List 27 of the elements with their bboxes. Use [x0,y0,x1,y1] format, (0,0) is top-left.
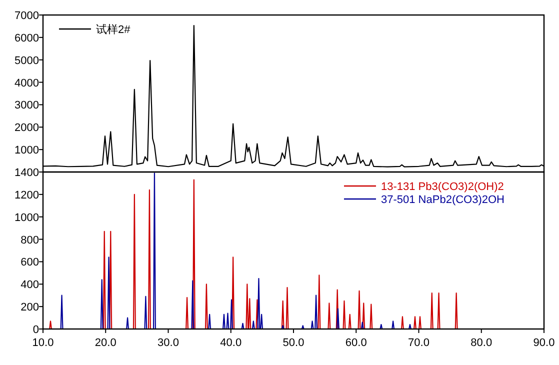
y-tick-label: 800 [20,234,39,246]
y-tick-label: 600 [20,256,39,269]
legend-label: 试样2# [96,23,132,36]
x-tick-label: 40.0 [220,337,242,349]
y-tick-label: 1000 [14,144,39,157]
legend-label: 13-131 Pb3(CO3)2(OH)2 [381,181,504,193]
x-tick-label: 90.0 [533,337,555,349]
y-tick-label: 5000 [14,54,39,67]
y-tick-label: 1000 [14,212,39,224]
y-tick-label: 4000 [14,77,39,90]
x-tick-label: 20.0 [94,337,116,349]
x-tick-label: 30.0 [158,337,179,349]
x-tick-label: 10.0 [32,337,54,349]
y-tick-label: 200 [20,302,39,314]
y-tick-label: 6000 [14,32,39,44]
y-tick-label: 2000 [14,122,39,134]
x-tick-label: 70.0 [408,337,430,349]
y-tick-label: 1200 [14,189,39,202]
y-tick-label: 7000 [14,10,39,22]
y-tick-label: 0 [32,324,39,336]
x-tick-label: 50.0 [282,337,304,349]
x-tick-label: 80.0 [470,337,492,349]
legend-label: 37-501 NaPb2(CO3)2OH [381,194,505,206]
x-tick-label: 60.0 [345,337,367,349]
y-tick-label: 3000 [14,100,39,112]
y-tick-label: 400 [20,279,39,292]
y-tick-label: 1400 [14,167,39,179]
